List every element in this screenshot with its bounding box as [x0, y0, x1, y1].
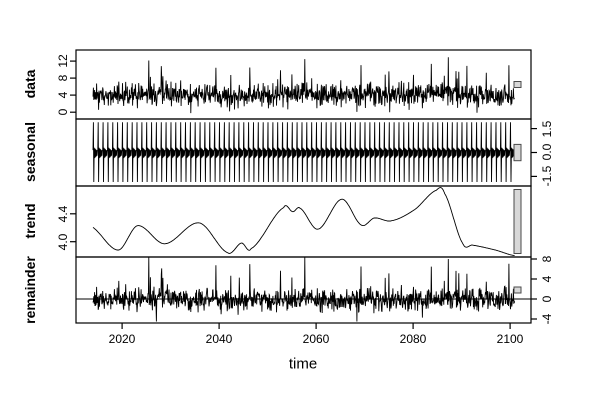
scale-bar-seasonal	[513, 143, 522, 162]
y-tick-label-trend-4p4: 4.4	[56, 205, 70, 223]
series-path-seasonal	[92, 122, 516, 183]
y-tick-label-trend-4p0: 4.0	[56, 233, 70, 251]
x-tick-label-2100: 2100	[496, 332, 524, 346]
x-axis-title: time	[288, 355, 318, 373]
panel-title-seasonal: seasonal	[22, 122, 38, 182]
y-tick-label-remainder-4: 4	[540, 275, 554, 283]
y-tick-label-data-12: 12	[56, 54, 70, 68]
series-path-data	[92, 57, 515, 114]
scale-bar-remainder	[513, 286, 522, 294]
y-tick-label-seasonal-neg1p5: -1.5	[540, 165, 554, 187]
series-path-remainder	[92, 257, 516, 322]
y-tick-label-data-4: 4	[56, 91, 70, 99]
x-tick-label-2020: 2020	[108, 332, 136, 346]
y-tick-label-remainder-0: 0	[540, 295, 554, 303]
x-tick-label-2040: 2040	[205, 332, 233, 346]
panel-title-data: data	[22, 69, 38, 99]
scale-bar-data	[513, 81, 522, 88]
y-tick-label-data-0: 0	[56, 108, 70, 116]
panel-title-remainder: remainder	[22, 256, 38, 324]
x-tick-label-2060: 2060	[302, 332, 330, 346]
y-tick-label-remainder-neg4: -4	[540, 313, 554, 325]
panel-border-remainder	[75, 256, 532, 324]
y-tick-label-remainder-8: 8	[540, 255, 554, 263]
y-tick-label-seasonal-1p5: 1.5	[540, 120, 554, 138]
scale-bar-trend	[513, 189, 522, 254]
y-tick-label-data-8: 8	[56, 74, 70, 82]
series-path-trend	[92, 187, 515, 257]
panel-title-trend: trend	[22, 203, 38, 239]
y-tick-label-seasonal-0: 0.0	[540, 143, 554, 161]
panel-border-trend	[75, 185, 532, 258]
x-tick-label-2080: 2080	[399, 332, 427, 346]
